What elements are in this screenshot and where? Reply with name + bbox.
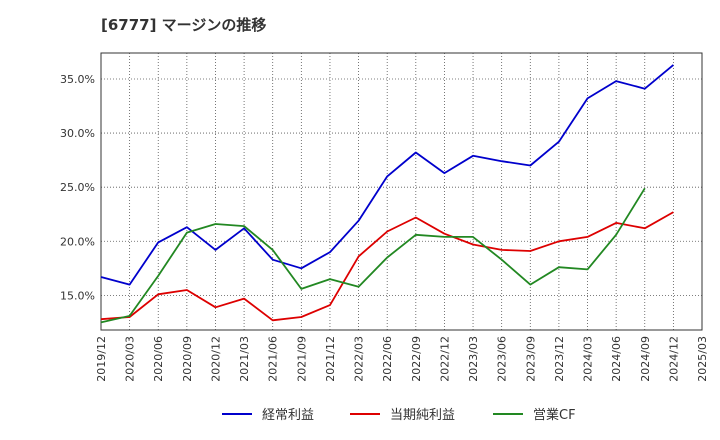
x-tick-label: 2022/09 (410, 336, 423, 382)
x-tick-label: 2022/03 (353, 336, 366, 382)
x-tick-label: 2021/12 (324, 336, 337, 382)
x-tick-label: 2024/03 (582, 336, 595, 382)
x-tick-label: 2020/12 (209, 336, 222, 382)
series-line (100, 64, 674, 286)
legend-label: 営業CF (533, 407, 576, 423)
series-lines (100, 64, 674, 324)
x-tick-label: 2023/12 (553, 336, 566, 382)
legend-label: 当期純利益 (390, 408, 455, 423)
x-tick-label: 2020/06 (152, 336, 165, 382)
y-axis-ticks: 15.0% 20.0% 25.0% 30.0% 35.0% (60, 73, 95, 302)
legend: 経常利益 当期純利益 営業CF (222, 407, 576, 423)
x-tick-label: 2024/09 (639, 336, 652, 382)
y-tick-label: 30.0% (60, 127, 95, 140)
x-tick-label: 2020/03 (124, 336, 137, 382)
y-tick-label: 20.0% (60, 235, 95, 248)
x-tick-label: 2025/03 (696, 336, 709, 382)
y-tick-label: 35.0% (60, 73, 95, 86)
x-axis-ticks: 2019/12 2020/03 2020/06 2020/09 2020/12 2021/… (95, 336, 709, 382)
series-line (100, 211, 674, 322)
grid-lines (101, 53, 702, 330)
x-tick-label: 2020/09 (181, 336, 194, 382)
x-tick-label: 2021/03 (238, 336, 251, 382)
x-tick-label: 2019/12 (95, 336, 108, 382)
plot-area-frame (100, 52, 703, 331)
y-tick-label: 25.0% (60, 181, 95, 194)
x-tick-label: 2023/09 (524, 336, 537, 382)
y-tick-label: 15.0% (60, 289, 95, 302)
series-line (100, 187, 646, 324)
legend-label: 経常利益 (262, 408, 314, 423)
x-tick-label: 2023/03 (467, 336, 480, 382)
x-tick-label: 2022/12 (438, 336, 451, 382)
chart-title: [6777] マージンの推移 (101, 16, 267, 34)
x-tick-label: 2021/09 (295, 336, 308, 382)
x-tick-label: 2024/06 (610, 336, 623, 382)
x-tick-label: 2022/06 (381, 336, 394, 382)
x-tick-label: 2021/06 (267, 336, 280, 382)
x-tick-label: 2024/12 (667, 336, 680, 382)
x-tick-label: 2023/06 (496, 336, 509, 382)
